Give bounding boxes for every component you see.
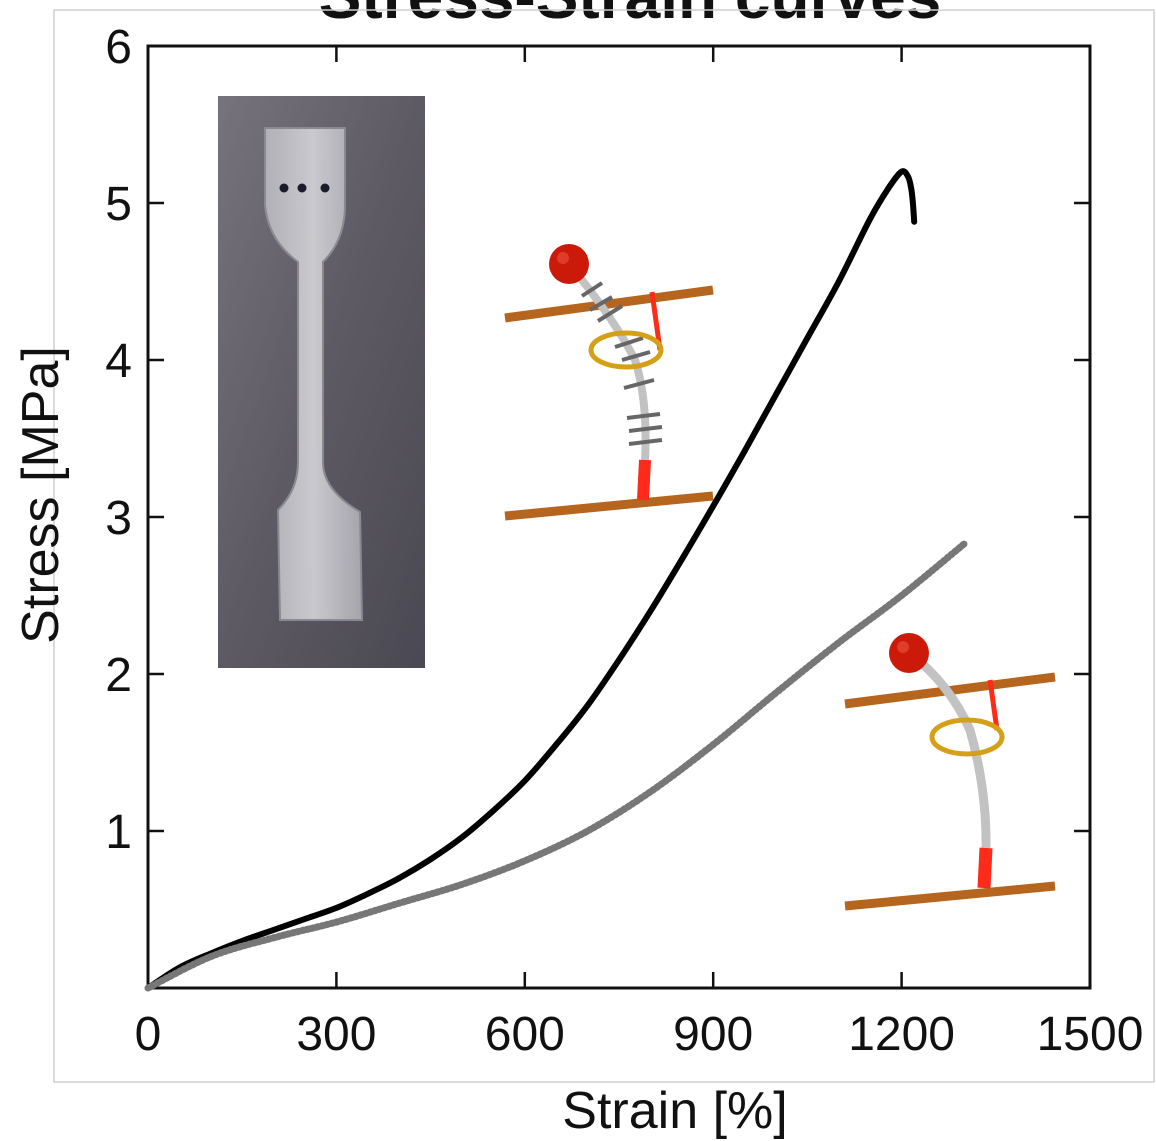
y-tick-label: 6	[105, 21, 132, 74]
chain-diagram-top	[504, 244, 714, 521]
y-tick-labels: 1 2 3 4 5 6	[105, 21, 132, 859]
x-tick-label: 0	[135, 1008, 162, 1061]
x-tick-label: 1200	[848, 1008, 955, 1061]
series-line-dotted	[144, 540, 968, 992]
y-tick-label: 3	[105, 492, 132, 545]
series-layer	[144, 168, 968, 992]
figure-frame	[53, 9, 1155, 1083]
y-tick-label: 5	[105, 178, 132, 231]
x-tick-label: 600	[485, 1008, 565, 1061]
specimen-photo	[218, 96, 425, 668]
y-axis-title: Stress [MPa]	[12, 346, 70, 644]
axis-ticks	[146, 44, 1092, 988]
y-tick-label: 2	[105, 649, 132, 702]
x-tick-label: 900	[673, 1008, 753, 1061]
dumbbell-specimen	[264, 127, 364, 621]
x-tick-label: 1500	[1037, 1008, 1144, 1061]
series-line-solid	[145, 168, 918, 991]
y-tick-label: 1	[105, 806, 132, 859]
x-tick-label: 300	[296, 1008, 376, 1061]
y-tick-label: 4	[105, 335, 132, 388]
x-axis-title: Strain [%]	[562, 1082, 787, 1140]
chain-diagram-bottom	[844, 633, 1056, 911]
chart-title: Stress-Strain curves	[319, 0, 942, 32]
x-tick-labels: 0 300 600 900 1200 1500	[135, 1008, 1144, 1061]
